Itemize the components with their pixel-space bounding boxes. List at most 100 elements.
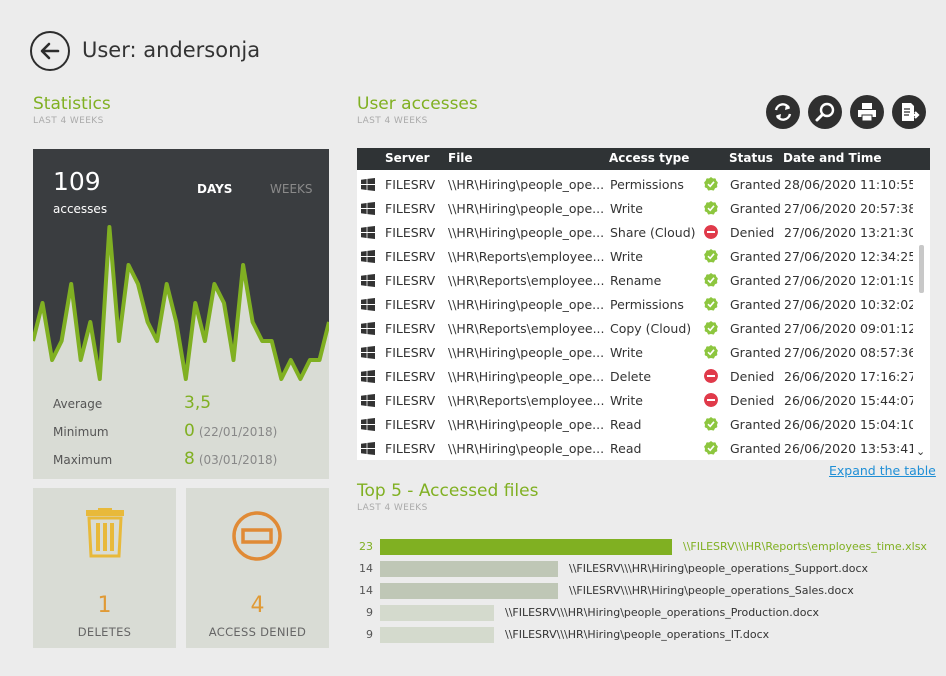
deletes-value: 1 (97, 593, 112, 618)
cell-access-type: Write (610, 393, 644, 408)
cell-file: \\HR\Reports\employee... (448, 393, 605, 408)
check-icon (704, 321, 718, 335)
cell-status: Denied (730, 369, 775, 384)
file-count: 14 (359, 562, 373, 575)
table-row[interactable]: FILESRV \\HR\Hiring\people_ope... Share (C… (357, 220, 916, 244)
denied-label: ACCESS DENIED (208, 625, 307, 639)
windows-icon (361, 274, 375, 287)
table-row[interactable]: FILESRV \\HR\Hiring\people_ope... Permissi… (357, 172, 916, 196)
cell-file: \\HR\Reports\employee... (448, 249, 605, 264)
table-row[interactable]: FILESRV \\HR\Reports\employee... Write Deni… (357, 388, 917, 412)
statistics-subtitle: LAST 4 WEEKS (33, 116, 104, 126)
cell-file: \\HR\Hiring\people_ope... (448, 345, 605, 360)
export-icon (902, 103, 920, 121)
file-count: 9 (366, 628, 373, 641)
minimum-date: (22/01/2018) (198, 425, 278, 439)
cell-access-type: Write (610, 201, 644, 216)
cell-server: FILESRV (385, 201, 436, 216)
refresh-button[interactable] (766, 95, 800, 129)
maximum-value: 8 (184, 449, 195, 469)
top-file-row[interactable]: 23 \\FILESRV\\\HR\Reports\employees_time.… (357, 539, 937, 555)
table-row[interactable]: FILESRV \\HR\Hiring\people_ope... Permissi… (357, 292, 917, 316)
cell-access-type: Read (610, 417, 642, 432)
col-file[interactable]: File (448, 151, 473, 165)
top-file-row[interactable]: 14 \\FILESRV\\\HR\Hiring\people_operation… (357, 583, 937, 599)
table-row[interactable]: FILESRV \\HR\Hiring\people_ope... Write Gra… (357, 196, 916, 220)
cell-file: \\HR\Hiring\people_ope... (448, 297, 605, 312)
cell-status: Granted (730, 273, 781, 288)
file-bar (380, 627, 494, 643)
statistics-chart-panel: 109 accesses DAYS WEEKS Average 3,5 Mini… (33, 149, 329, 479)
check-icon (704, 249, 718, 263)
print-button[interactable] (850, 95, 884, 129)
check-icon (704, 441, 718, 455)
toggle-weeks[interactable]: WEEKS (270, 182, 313, 196)
col-date-time[interactable]: Date and Time (783, 151, 882, 165)
cell-access-type: Rename (610, 273, 662, 288)
cell-status: Granted (730, 441, 781, 456)
minimum-label: Minimum (53, 425, 109, 439)
table-row[interactable]: FILESRV \\HR\Hiring\people_ope... Read Gran… (357, 412, 916, 436)
table-row[interactable]: FILESRV \\HR\Hiring\people_ope... Delete De… (357, 364, 917, 388)
windows-icon (361, 418, 375, 431)
table-row[interactable]: FILESRV \\HR\Reports\employee... Rename Gra… (357, 268, 917, 292)
cell-server: FILESRV (385, 345, 436, 360)
cell-server: FILESRV (385, 393, 436, 408)
scroll-down-icon[interactable]: ⌄ (916, 445, 926, 458)
table-row[interactable]: FILESRV \\HR\Reports\employee... Write Gran… (357, 244, 916, 268)
cell-access-type: Permissions (610, 177, 684, 192)
print-icon (858, 103, 876, 122)
cell-file: \\HR\Hiring\people_ope... (448, 201, 605, 216)
back-button[interactable] (30, 31, 70, 71)
scroll-thumb[interactable] (919, 245, 924, 293)
table-row[interactable]: FILESRV \\HR\Hiring\people_ope... Write Gra… (357, 340, 916, 364)
top-file-row[interactable]: 14 \\FILESRV\\\HR\Hiring\people_operation… (357, 561, 937, 577)
toggle-days[interactable]: DAYS (197, 182, 233, 196)
col-access-type[interactable]: Access type (609, 151, 690, 165)
cell-server: FILESRV (385, 321, 436, 336)
cell-file: \\HR\Reports\employee... (448, 321, 605, 336)
col-server[interactable]: Server (385, 151, 430, 165)
search-button[interactable] (808, 95, 842, 129)
accesses-header: User accesses LAST 4 WEEKS (357, 94, 478, 126)
top-files-header: Top 5 - Accessed files LAST 4 WEEKS (357, 481, 538, 513)
cell-status: Granted (730, 417, 781, 432)
windows-icon (361, 442, 375, 455)
check-icon (704, 345, 718, 359)
export-button[interactable] (892, 95, 926, 129)
denied-icon (704, 225, 718, 239)
check-icon (704, 201, 718, 215)
back-arrow-icon (40, 42, 60, 60)
cell-file: \\HR\Hiring\people_ope... (448, 417, 605, 432)
cell-date-time: 27/06/2020 10:32:02 (784, 297, 917, 312)
cell-date-time: 27/06/2020 09:01:12 (784, 321, 917, 336)
cell-date-time: 27/06/2020 12:01:19 (784, 273, 917, 288)
minimum-value: 0 (184, 421, 195, 441)
cell-access-type: Write (610, 249, 644, 264)
table-row[interactable]: FILESRV \\HR\Hiring\people_ope... Read Gran… (357, 436, 916, 460)
cell-file: \\HR\Hiring\people_ope... (448, 225, 605, 240)
file-bar (380, 583, 558, 599)
table-scrollbar[interactable]: ⌄ (913, 170, 930, 460)
expand-table-link[interactable]: Expand the table (829, 463, 936, 478)
top-file-row[interactable]: 9 \\FILESRV\\\HR\Hiring\people_operations… (357, 627, 937, 643)
cell-server: FILESRV (385, 273, 436, 288)
file-bar (380, 539, 672, 555)
windows-icon (361, 298, 375, 311)
file-path: \\FILESRV\\\HR\Hiring\people_operations_… (569, 562, 868, 575)
file-path: \\FILESRV\\\HR\Hiring\people_operations_… (505, 628, 770, 641)
cell-server: FILESRV (385, 249, 436, 264)
no-entry-icon (232, 511, 282, 561)
cell-date-time: 26/06/2020 17:16:27 (784, 369, 917, 384)
windows-icon (361, 370, 375, 383)
denied-value: 4 (250, 593, 265, 618)
top-file-row[interactable]: 9 \\FILESRV\\\HR\Hiring\people_operations… (357, 605, 937, 621)
top-files-subtitle: LAST 4 WEEKS (357, 503, 428, 513)
table-row[interactable]: FILESRV \\HR\Reports\employee... Copy (Clo… (357, 316, 917, 340)
access-count: 109 (53, 167, 101, 196)
col-status[interactable]: Status (729, 151, 773, 165)
cell-server: FILESRV (385, 177, 436, 192)
windows-icon (361, 346, 375, 359)
cell-date-time: 26/06/2020 15:44:07 (784, 393, 917, 408)
accesses-title: User accesses (357, 94, 478, 114)
